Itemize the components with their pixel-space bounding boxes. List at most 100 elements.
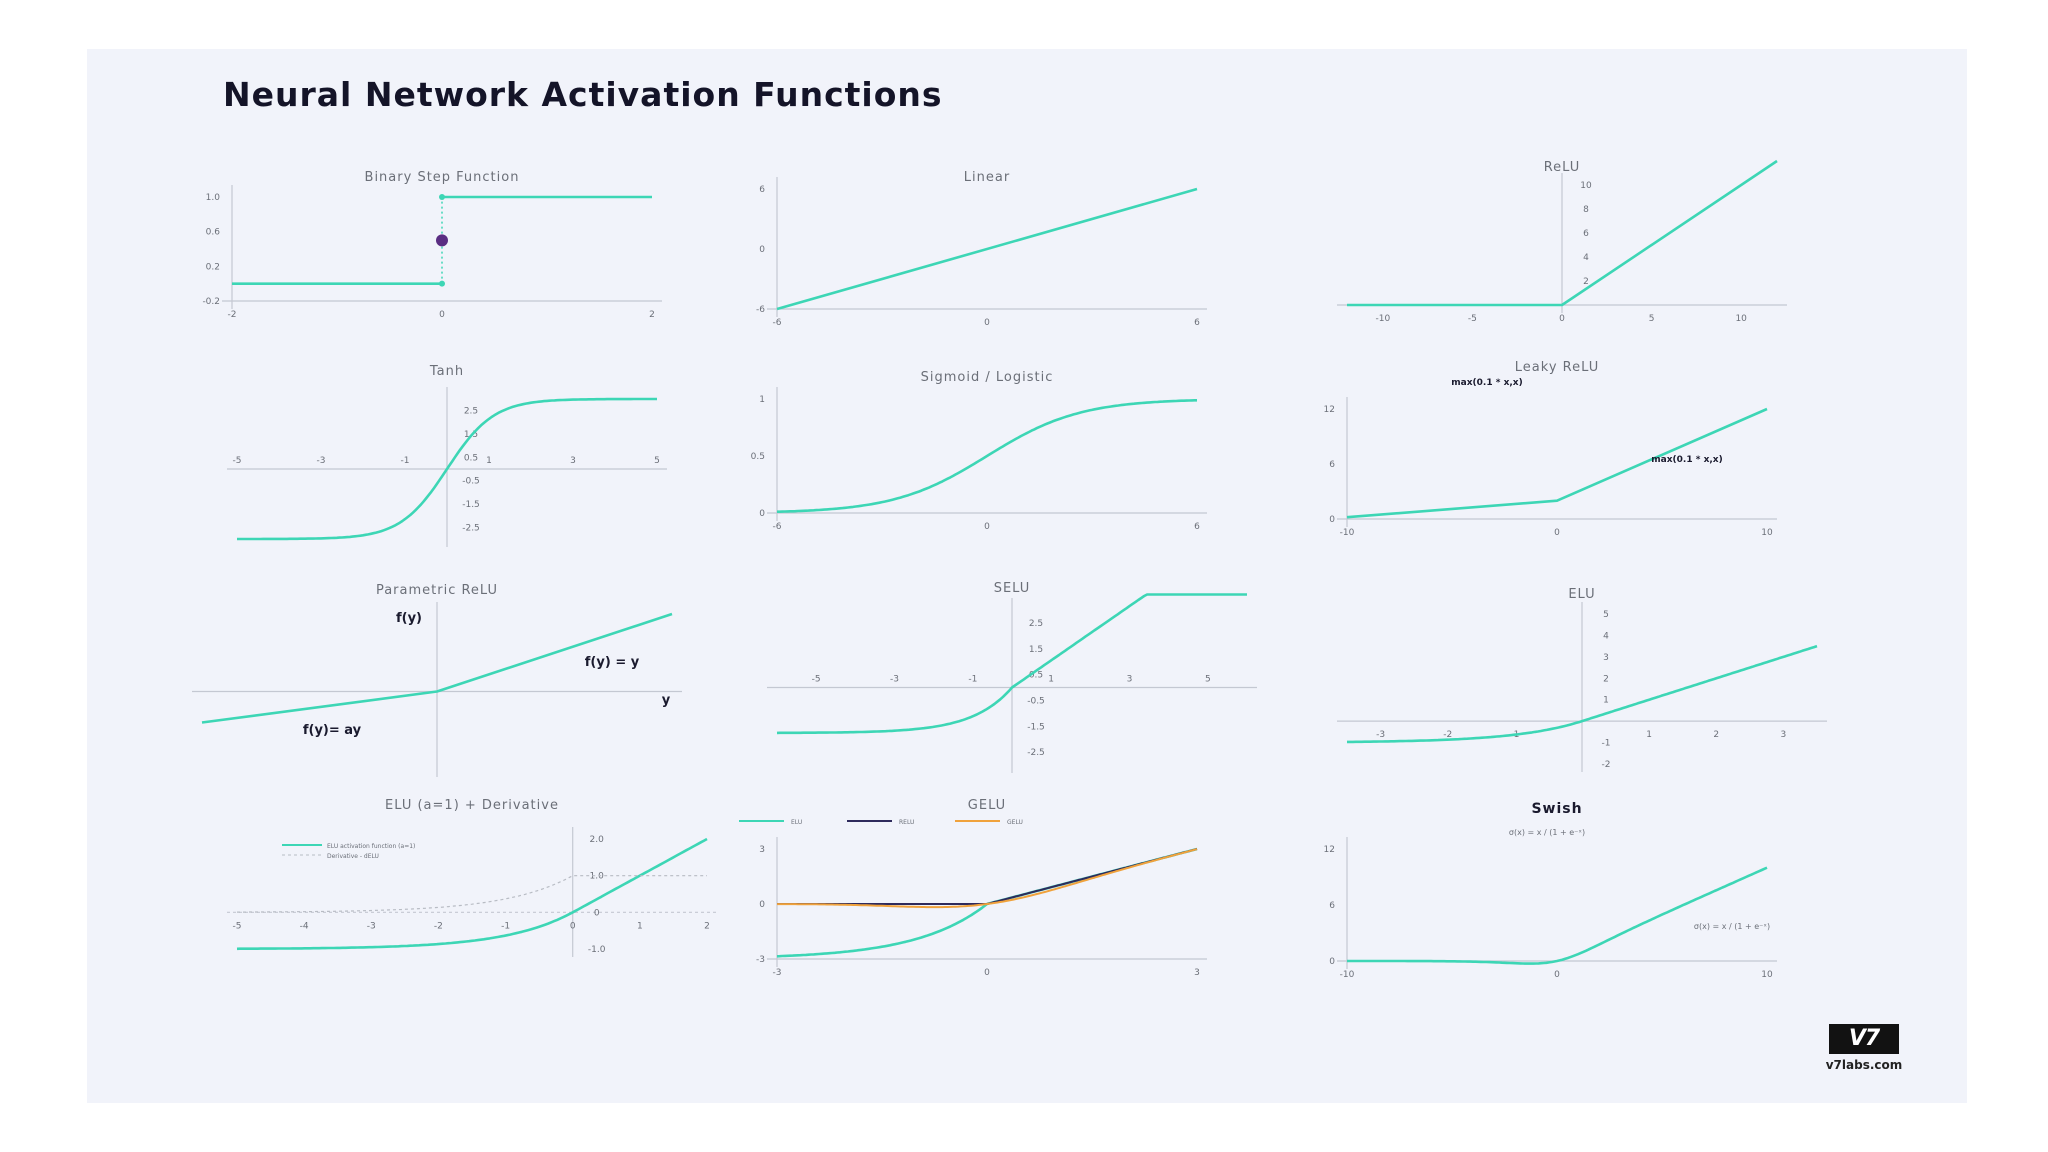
chart-swish: Swish -10 0 10 12 6 0 σ(x) = x / (1 + e⁻ˣ) σ(x) …: [1297, 789, 1917, 1019]
swish-formula-top: σ(x) = x / (1 + e⁻ˣ): [1509, 828, 1585, 837]
series-line: [1347, 159, 1778, 307]
y-tick-label: -2.5: [1027, 748, 1045, 758]
y-tick-label: 0: [594, 908, 600, 918]
y-tick-label: 2: [1603, 674, 1609, 684]
chart-tanh: Tanh -5 -3 -1 1 3 5 2.5 1.5 0.5 -0.5 -1.5 -2.5: [177, 361, 797, 591]
x-tick-label: 2: [649, 310, 655, 320]
y-tick-label: 6: [1583, 229, 1589, 239]
y-tick-label: 0: [759, 900, 765, 910]
chart-title: Swish: [1531, 801, 1582, 817]
series-line: [201, 612, 673, 724]
legend-label: RELU: [899, 819, 914, 826]
prelu-positive-label: f(y) = y: [585, 655, 640, 670]
chart-svg: ELU (a=1) + Derivative -5 -4 -3 -2 -1 0 1 2 2.0 1.…: [227, 798, 717, 957]
x-tick-label: 10: [1761, 528, 1773, 538]
x-tick-label: 1: [486, 456, 492, 466]
leaky-relu-formula-top: max(0.1 * x,x): [1451, 378, 1522, 388]
y-tick-label: 0.5: [751, 452, 765, 462]
series-line: [777, 398, 1197, 513]
x-tick-label: 0: [984, 522, 990, 532]
x-tick-label: 0: [1554, 528, 1560, 538]
logo-url: v7labs.com: [1825, 1058, 1903, 1072]
x-tick-label: 3: [1194, 968, 1200, 978]
y-tick-label: 1: [1603, 696, 1609, 706]
chart-leaky-relu: Leaky ReLU -10 0 10 12 6 0 max(0.1 * x,x) max(0.…: [1297, 360, 1917, 591]
x-tick-label: 3: [1127, 675, 1133, 685]
x-tick-label: 0: [1559, 314, 1565, 324]
y-tick-label: 3: [1603, 653, 1609, 663]
x-tick-label: 1: [637, 921, 643, 931]
y-tick-label: 1.0: [590, 872, 605, 882]
series-line: [1347, 866, 1768, 965]
v7-logo-mark: V7: [1829, 1024, 1899, 1054]
x-tick-label: 3: [1781, 730, 1787, 740]
chart-title: Parametric ReLU: [376, 583, 498, 598]
chart-svg: Sigmoid / Logistic -6 0 6 1 0.5 0: [751, 370, 1207, 532]
y-tick-label: -3: [756, 955, 765, 965]
y-tick-label: -2: [1602, 760, 1611, 770]
x-tick-label: -2: [434, 921, 443, 931]
x-tick-label: 3: [570, 456, 576, 466]
x-tick-label: -3: [317, 456, 326, 466]
x-tick-label: -4: [300, 921, 309, 931]
prelu-fy-label: f(y): [396, 611, 422, 626]
chart-gelu: GELU -3 0 3 3 0 -3 ELU RELU GELU: [737, 789, 1357, 1019]
x-tick-label: 2: [1713, 730, 1719, 740]
y-tick-label: -1.5: [462, 500, 480, 510]
y-tick-label: 10: [1580, 181, 1592, 191]
y-tick-label: 5: [1603, 610, 1609, 620]
chart-elu-derivative: ELU (a=1) + Derivative -5 -4 -3 -2 -1 0 1 2 2.0 1.…: [177, 789, 797, 1019]
series-line: [237, 875, 707, 913]
x-tick-label: 0: [570, 921, 576, 931]
series-line: [776, 593, 1247, 735]
x-tick-label: -3: [890, 675, 899, 685]
chart-svg: Binary Step Function -2 0 2 1.0 0.6 0.2 -0.2: [202, 170, 662, 320]
chart-title: Tanh: [429, 364, 464, 379]
x-tick-label: 0: [984, 968, 990, 978]
x-tick-label: 6: [1194, 522, 1200, 532]
y-tick-label: 1.0: [206, 193, 221, 203]
x-tick-label: 6: [1194, 318, 1200, 328]
prelu-y-label: y: [662, 693, 671, 708]
x-tick-label: -10: [1340, 970, 1355, 980]
v7-logo: V7 v7labs.com: [1814, 1024, 1914, 1072]
x-tick-label: 1: [1646, 730, 1652, 740]
x-tick-label: -10: [1340, 528, 1355, 538]
x-tick-label: 0: [1554, 970, 1560, 980]
x-tick-label: -3: [367, 921, 376, 931]
y-tick-label: -1: [1602, 739, 1611, 749]
series-line: [237, 397, 657, 541]
x-tick-label: 0: [439, 310, 445, 320]
midpoint-dot: [436, 234, 448, 247]
legend-label: Derivative - dELU: [327, 853, 379, 860]
series-line: [776, 187, 1198, 311]
series-line: [1347, 644, 1818, 744]
chart-title: Leaky ReLU: [1515, 360, 1599, 375]
chart-title: ELU (a=1) + Derivative: [385, 798, 559, 813]
chart-svg: Leaky ReLU -10 0 10 12 6 0 max(0.1 * x,x) max(0.…: [1324, 360, 1777, 538]
x-tick-label: 1: [1048, 675, 1054, 685]
chart-title: Linear: [964, 170, 1010, 185]
chart-selu: SELU -5 -3 -1 1 3 5 2.5 1.5 0.5 -0.5 -1.5 -2.5: [737, 574, 1357, 804]
legend-label: ELU: [791, 819, 802, 826]
y-tick-label: 8: [1583, 205, 1589, 215]
chart-title: ELU: [1568, 587, 1595, 602]
y-tick-label: 0: [759, 245, 765, 255]
chart-svg: Swish -10 0 10 12 6 0 σ(x) = x / (1 + e⁻ˣ) σ(x) …: [1324, 801, 1777, 980]
series-line: [236, 837, 708, 951]
chart-elu: ELU -3 -2 -1 1 2 3 5 4 3 2 1 -1 -2: [1297, 574, 1917, 804]
prelu-negative-label: f(y)= ay: [303, 723, 362, 738]
y-tick-label: 6: [759, 185, 765, 195]
y-tick-label: 3: [759, 845, 765, 855]
y-tick-label: 6: [1329, 460, 1335, 470]
y-tick-label: 0: [1329, 957, 1335, 967]
y-tick-label: 12: [1324, 845, 1335, 855]
y-tick-label: 12: [1324, 405, 1335, 415]
x-tick-label: 10: [1735, 314, 1747, 324]
x-tick-label: 5: [1649, 314, 1655, 324]
chart-parametric-relu: Parametric ReLU f(y) f(y) = y y f(y)= ay: [177, 574, 797, 804]
y-tick-label: -1.0: [588, 945, 606, 955]
series-line: [777, 848, 1198, 905]
legend-label: ELU activation function (a=1): [327, 843, 415, 850]
